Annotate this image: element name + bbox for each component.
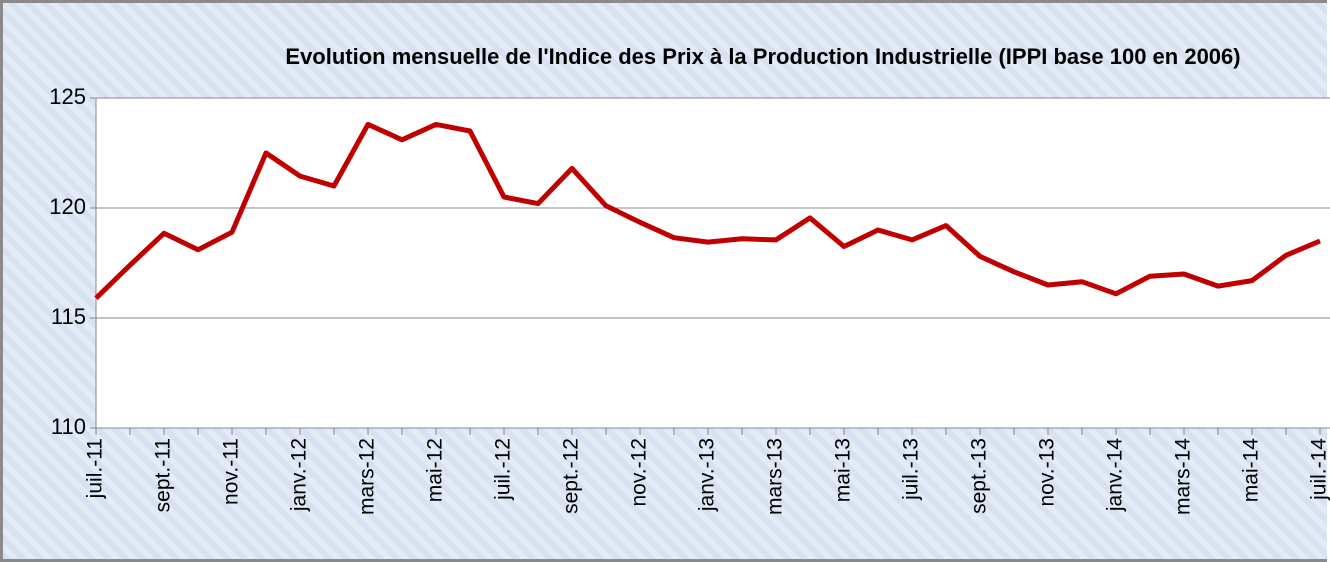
x-tick-label: sept.-13 — [968, 438, 991, 514]
x-tick-label: sept.-11 — [152, 438, 175, 512]
x-tick-label: janv.-12 — [288, 438, 311, 512]
x-tick-label: mai-12 — [424, 438, 447, 502]
x-tick-label: janv.-13 — [696, 438, 719, 512]
y-tick-label: 120 — [49, 194, 86, 219]
x-tick-label: nov.-13 — [1036, 438, 1059, 507]
x-tick-label: mai-14 — [1240, 438, 1263, 503]
x-tick-label: juil.-12 — [492, 438, 515, 501]
x-tick-label: mars-12 — [356, 438, 379, 515]
x-tick-label: sept.-12 — [560, 438, 583, 514]
x-tick-label: mars-13 — [764, 438, 787, 515]
y-tick-label: 125 — [49, 84, 86, 109]
x-tick-label: juil.-13 — [900, 438, 923, 501]
x-tick-label: mai-13 — [832, 438, 855, 502]
line-series — [94, 121, 1321, 300]
x-tick-label: juil.-11 — [84, 438, 107, 499]
x-tick-label: nov.-12 — [628, 438, 651, 507]
x-tick-label: janv.-14 — [1104, 438, 1127, 512]
y-tick-label: 115 — [51, 304, 86, 329]
x-tick-label: juil.-14 — [1308, 438, 1330, 501]
chart: 110 115 120 125 juil.-11 sept.-11 nov.-11 janv.… — [49, 84, 1330, 515]
chart-title: Evolution mensuelle de l'Indice des Prix… — [285, 44, 1241, 69]
x-tick-label: mars-14 — [1172, 438, 1195, 515]
plot-area — [95, 97, 1330, 429]
y-tick-label: 110 — [51, 414, 86, 439]
x-tick-label: nov.-11 — [220, 438, 243, 505]
